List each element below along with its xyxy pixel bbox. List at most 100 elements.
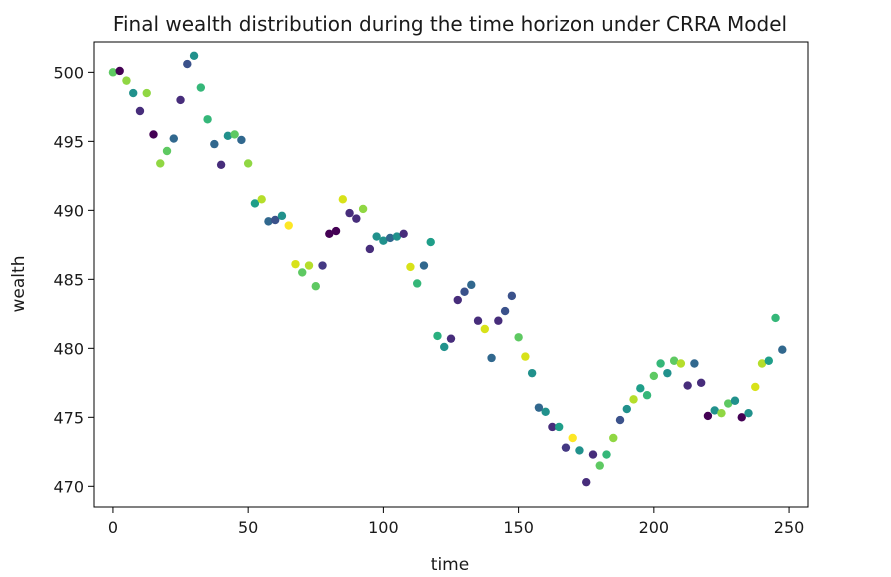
x-tick-label: 50 xyxy=(238,518,258,537)
scatter-point xyxy=(345,208,354,218)
scatter-point xyxy=(561,443,571,452)
scatter-point xyxy=(257,195,266,204)
y-tick-label: 480 xyxy=(53,339,84,358)
scatter-point xyxy=(372,232,381,241)
scatter-point xyxy=(162,146,172,156)
scatter-point xyxy=(142,88,151,98)
scatter-point xyxy=(237,135,246,145)
scatter-point xyxy=(331,226,341,236)
scatter-point xyxy=(514,333,523,342)
scatter-point xyxy=(426,237,435,247)
y-axis-ticks: 470 475 480 485 490 495 500 xyxy=(53,63,94,496)
y-tick-label: 470 xyxy=(53,477,84,496)
scatter-point xyxy=(649,371,659,381)
scatter-point xyxy=(108,68,118,77)
scatter-point xyxy=(548,422,557,432)
scatter-point xyxy=(406,262,415,272)
scatter-point xyxy=(318,261,327,270)
scatter-point xyxy=(717,408,726,418)
scatter-point xyxy=(467,280,476,290)
scatter-point xyxy=(284,221,293,230)
scatter-point xyxy=(669,356,679,365)
scatter-point xyxy=(615,415,625,425)
y-tick-label: 475 xyxy=(53,408,84,427)
scatter-point xyxy=(500,306,510,316)
y-axis-label: wealth xyxy=(9,256,29,313)
scatter-point xyxy=(730,396,740,405)
scatter-point xyxy=(311,282,320,291)
scatter-point xyxy=(521,352,530,361)
scatter-point xyxy=(419,261,429,270)
plot-frame xyxy=(93,41,809,508)
scatter-point xyxy=(115,66,124,76)
scatter-point xyxy=(203,115,212,124)
scatter-point xyxy=(176,95,185,105)
x-axis-label: time xyxy=(431,555,469,575)
scatter-point xyxy=(250,199,260,208)
scatter-point xyxy=(527,368,537,378)
x-tick-label: 200 xyxy=(639,518,670,537)
scatter-point xyxy=(663,368,672,378)
scatter-point xyxy=(122,76,131,85)
scatter-point xyxy=(636,384,645,393)
y-tick-label: 485 xyxy=(53,270,84,289)
scatter-point xyxy=(216,160,226,170)
scatter-point xyxy=(737,413,746,422)
scatter-point xyxy=(129,88,138,98)
scatter-point xyxy=(230,130,239,139)
scatter-point xyxy=(365,244,375,254)
scatter-point xyxy=(412,279,422,288)
scatter-point xyxy=(534,403,544,412)
scatter-point xyxy=(277,211,287,221)
chart-title: Final wealth distribution during the tim… xyxy=(113,12,787,36)
scatter-point xyxy=(554,422,564,432)
scatter-point xyxy=(480,324,490,334)
scatter-point xyxy=(710,406,719,415)
scatter-point xyxy=(149,130,158,139)
scatter-point xyxy=(304,261,314,270)
scatter-point xyxy=(264,217,273,226)
scatter-point xyxy=(338,195,348,204)
scatter-point xyxy=(507,291,517,301)
scatter-point xyxy=(629,395,638,404)
scatter-point xyxy=(582,477,591,487)
scatter-point xyxy=(764,356,773,365)
y-tick-label: 500 xyxy=(53,63,84,82)
scatter-point xyxy=(399,229,408,238)
x-tick-label: 0 xyxy=(108,518,118,537)
scatter-point xyxy=(298,268,307,277)
scatter-point xyxy=(595,461,604,470)
scatter-point xyxy=(656,359,665,368)
scatter-point xyxy=(541,407,550,416)
scatter-point xyxy=(460,287,469,296)
scatter-point xyxy=(703,411,713,421)
scatter-point xyxy=(196,83,206,92)
scatter-point xyxy=(696,378,706,388)
y-tick-label: 490 xyxy=(53,201,84,220)
scatter-point xyxy=(385,233,395,243)
scatter-point xyxy=(473,316,483,325)
scatter-point xyxy=(609,433,618,443)
scatter-point xyxy=(588,450,598,459)
scatter-point xyxy=(568,433,577,443)
scatter-point xyxy=(683,381,692,390)
scatter-point xyxy=(271,215,280,225)
scatter-point xyxy=(446,334,456,343)
scatter-point xyxy=(210,139,219,149)
scatter-point xyxy=(771,313,780,323)
scatter-point xyxy=(494,316,503,325)
scatter-point xyxy=(352,214,361,223)
scatter-point xyxy=(690,359,699,368)
scatter-point xyxy=(223,131,233,141)
scatter-point xyxy=(676,359,686,368)
scatter-point xyxy=(392,232,402,241)
scatter-point xyxy=(453,295,462,305)
y-tick-label: 495 xyxy=(53,132,84,151)
scatter-point xyxy=(135,106,145,116)
scatter-point xyxy=(433,331,442,341)
scatter-point xyxy=(183,59,192,69)
scatter-point xyxy=(358,204,368,214)
scatter-point xyxy=(744,408,753,418)
x-tick-label: 100 xyxy=(368,518,399,537)
x-axis-ticks: 0 50 100 150 200 250 xyxy=(108,507,804,537)
